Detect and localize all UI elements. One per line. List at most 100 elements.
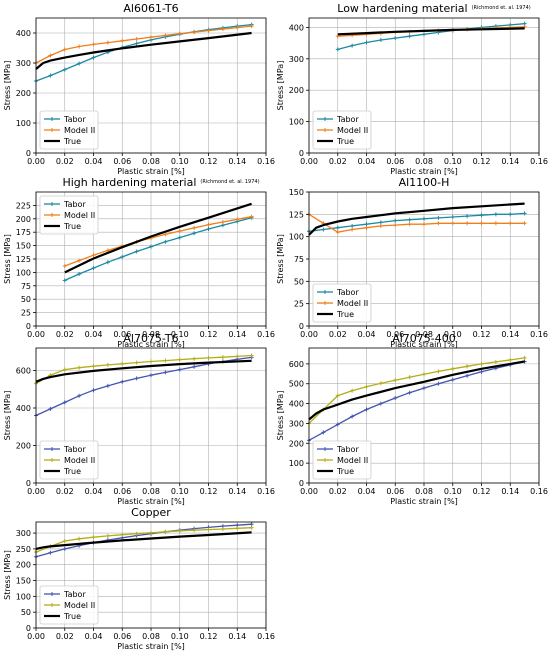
x-tick-label: 0.04 [358, 330, 376, 339]
chart-title: Copper [131, 506, 171, 519]
x-tick-label: 0.06 [113, 157, 131, 166]
y-tick-label: 125 [289, 210, 304, 219]
y-tick-label: 100 [289, 459, 304, 468]
y-tick-label: 200 [16, 442, 31, 451]
series-line-2 [64, 202, 252, 274]
x-axis-label: Plastic strain [%] [117, 167, 185, 176]
y-tick-label: 50 [21, 608, 31, 617]
legend-label: Tabor [63, 590, 86, 599]
chart-title-note: (Richmond et. al. 1974) [472, 5, 531, 11]
x-tick-label: 0.08 [415, 157, 433, 166]
series-line-2 [35, 359, 252, 383]
legend-label: Model II [337, 126, 368, 135]
y-tick-label: 200 [289, 439, 304, 448]
legend-label: Model II [337, 299, 368, 308]
y-tick-label: 75 [294, 255, 304, 264]
y-tick-label: 100 [289, 118, 304, 127]
y-tick-label: 400 [16, 404, 31, 413]
y-tick-label: 500 [289, 380, 304, 389]
x-tick-label: 0.16 [257, 632, 275, 641]
series-line-1 [35, 25, 252, 64]
y-tick-label: 175 [16, 228, 31, 237]
x-tick-label: 0.08 [142, 157, 160, 166]
x-tick-label: 0.04 [85, 632, 103, 641]
x-tick-label: 0.10 [444, 157, 462, 166]
chart-title: Al1100-H [399, 176, 450, 189]
x-axis-label: Plastic strain [%] [117, 340, 185, 349]
legend-label: True [336, 310, 354, 319]
x-tick-label: 0.06 [113, 330, 131, 339]
x-axis-label: Plastic strain [%] [117, 497, 185, 506]
x-tick-label: 0.12 [473, 330, 491, 339]
legend-label: Tabor [336, 115, 359, 124]
x-tick-label: 0.06 [113, 487, 131, 496]
y-tick-label: 0 [26, 479, 31, 488]
legend-label: Tabor [336, 288, 359, 297]
x-tick-label: 0.12 [200, 157, 218, 166]
x-tick-label: 0.14 [501, 487, 519, 496]
chart-title-main: Low hardening material [337, 2, 467, 15]
legend-label: True [63, 222, 81, 231]
x-tick-label: 0.02 [56, 330, 74, 339]
x-tick-label: 0.00 [27, 157, 45, 166]
x-tick-label: 0.12 [473, 487, 491, 496]
x-tick-label: 0.02 [56, 487, 74, 496]
chart-3: 0.00 0.02 0.04 0.06 0.08 0.10 0.12 0.14 0.16 0 25 5… [3, 176, 275, 349]
x-tick-label: 0.02 [329, 330, 347, 339]
y-axis-label: Stress [MPa] [3, 391, 12, 441]
x-tick-label: 0.12 [200, 632, 218, 641]
legend-label: True [63, 137, 81, 146]
y-tick-label: 250 [16, 545, 31, 554]
y-tick-label: 100 [289, 233, 304, 242]
chart-title: Al7075-400 [392, 332, 456, 345]
y-tick-label: 0 [26, 322, 31, 331]
chart-6: 0.00 0.02 0.04 0.06 0.08 0.10 0.12 0.14 0.16 0 100… [276, 332, 548, 506]
y-tick-label: 100 [16, 268, 31, 277]
legend-box [312, 440, 372, 480]
x-tick-label: 0.00 [300, 487, 318, 496]
y-tick-label: 25 [294, 300, 304, 309]
y-tick-label: 200 [16, 215, 31, 224]
y-tick-label: 150 [289, 188, 304, 197]
y-axis-label: Stress [MPa] [276, 391, 285, 441]
y-tick-label: 0 [299, 149, 304, 158]
x-tick-label: 0.10 [171, 157, 189, 166]
x-tick-label: 0.08 [142, 632, 160, 641]
y-tick-label: 300 [289, 55, 304, 64]
legend-label: True [63, 612, 81, 621]
series-line-1 [64, 216, 252, 267]
x-tick-label: 0.04 [85, 330, 103, 339]
legend-box [39, 195, 99, 235]
x-tick-label: 0.14 [228, 157, 246, 166]
x-axis-label: Plastic strain [%] [390, 497, 458, 506]
y-tick-label: 600 [289, 360, 304, 369]
y-tick-label: 100 [16, 119, 31, 128]
y-tick-label: 0 [299, 479, 304, 488]
legend-label: True [63, 467, 81, 476]
x-tick-label: 0.16 [257, 487, 275, 496]
y-tick-label: 25 [21, 309, 31, 318]
series-line-0 [337, 23, 525, 51]
x-tick-label: 0.08 [415, 330, 433, 339]
x-tick-label: 0.16 [257, 330, 275, 339]
x-tick-label: 0.14 [228, 632, 246, 641]
x-axis-label: Plastic strain [%] [390, 167, 458, 176]
x-tick-label: 0.16 [530, 157, 548, 166]
x-tick-label: 0.12 [200, 330, 218, 339]
legend-label: Tabor [63, 115, 86, 124]
x-tick-label: 0.00 [300, 157, 318, 166]
legend-box [312, 283, 372, 323]
x-tick-label: 0.14 [501, 157, 519, 166]
x-tick-label: 0.02 [329, 487, 347, 496]
legend-label: True [336, 137, 354, 146]
x-tick-label: 0.02 [56, 157, 74, 166]
y-tick-label: 400 [16, 29, 31, 38]
legend-label: True [336, 467, 354, 476]
legend-label: Model II [64, 211, 95, 220]
x-axis-label: Plastic strain [%] [390, 340, 458, 349]
series-line-2 [35, 531, 252, 550]
x-tick-label: 0.06 [386, 330, 404, 339]
y-axis-label: Stress [MPa] [276, 61, 285, 111]
series-line-2 [337, 27, 525, 36]
